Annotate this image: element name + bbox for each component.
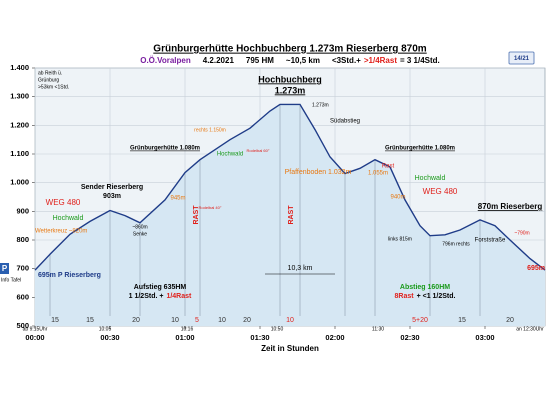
clock-label: ab 9:15Uhr — [23, 326, 48, 332]
subtitle-part: ~10,5 km — [286, 56, 320, 65]
clock-label: 11:30 — [372, 326, 384, 332]
y-tick-label: 1.300 — [10, 92, 29, 101]
clock-label: 10:05 — [99, 326, 112, 332]
y-tick-label: 800 — [16, 235, 29, 244]
subtitle-part: 795 HM — [246, 56, 274, 65]
clock-label: 10:16 — [181, 326, 194, 332]
annotation-part: 1/4Rast — [166, 293, 192, 300]
annotation: Hochwald — [53, 215, 84, 222]
annotation: Abstieg 160HM — [400, 284, 450, 291]
annotation: links 815m — [388, 236, 412, 242]
x-tick-label: 03:00 — [475, 333, 494, 342]
annotation: 695m P Rieserberg — [38, 272, 101, 279]
subtitle-part: <3Std.+ — [332, 56, 361, 65]
y-tick-label: 1.400 — [10, 63, 29, 72]
y-tick-label: 1.200 — [10, 120, 29, 129]
segment-label: 5+20 — [412, 317, 428, 324]
annotation: Rodelbal 60° — [247, 148, 270, 153]
parking-sign — [0, 263, 9, 274]
annotation: WEG 480 — [423, 187, 458, 196]
annotation: 945m — [170, 196, 185, 202]
annotation: RAST — [193, 205, 200, 225]
x-axis-title: Zeit in Stunden — [261, 344, 319, 353]
segment-label: 10 — [286, 317, 294, 324]
segment-label: 20 — [506, 317, 514, 324]
annotation: RAST — [288, 205, 295, 225]
y-tick-label: 1.000 — [10, 178, 29, 187]
annotation: 1.055m — [368, 171, 388, 177]
x-tick-label: 00:30 — [100, 333, 119, 342]
x-tick-label: 00:00 — [25, 333, 44, 342]
segment-label: 15 — [458, 317, 466, 324]
subtitle-part: = 3 1/4Std. — [400, 56, 440, 65]
annotation: 1.273m — [275, 85, 306, 95]
chart-title: Grünburgerhütte Hochbuchberg 1.273m Ries… — [153, 44, 427, 55]
annotation-part: 8Rast — [395, 293, 415, 300]
annotation: Hochwald — [217, 152, 243, 158]
page-number: 14/21 — [514, 56, 530, 62]
annotation: Senke — [133, 231, 147, 237]
clock-label: an 12:30Uhr — [516, 326, 544, 332]
x-tick-label: 02:30 — [400, 333, 419, 342]
segment-label: 15 — [86, 317, 94, 324]
y-tick-label: 600 — [16, 292, 29, 301]
y-tick-label: 700 — [16, 264, 29, 273]
annotation: Rodelbal 40° — [199, 205, 222, 210]
annotation-part: + <1 1/2Std. — [417, 293, 456, 300]
subtitle-part: >1/4Rast — [364, 56, 397, 65]
x-tick-label: 01:30 — [250, 333, 269, 342]
subtitle-part: O.Ö.Voralpen — [140, 56, 191, 65]
clock-label: 10:50 — [271, 326, 284, 332]
annotation: 903m — [103, 193, 121, 200]
segment-label: 10 — [218, 317, 226, 324]
page-number-box — [508, 51, 535, 65]
annotation: 940m — [390, 195, 405, 201]
annotation: Hochbuchberg — [258, 74, 322, 84]
annotation: P — [2, 264, 8, 273]
annotation: Grünburg — [38, 77, 59, 83]
annotation: 796m rechts — [442, 241, 470, 247]
annotation-part: 1 1/2Std. + — [129, 293, 164, 300]
annotation: 695m — [527, 265, 545, 272]
y-tick-label: 1.100 — [10, 149, 29, 158]
annotation: ~790m — [514, 230, 529, 236]
annotation: Rast — [382, 164, 395, 170]
segment-label: 20 — [243, 317, 251, 324]
profile-line — [34, 103, 546, 271]
segment-label: 20 — [132, 317, 140, 324]
annotation: Pfaffenboden 1.032m — [285, 169, 352, 176]
annotation: >53km <1Std. — [38, 84, 69, 90]
annotation: 870m Rieserberg — [478, 202, 543, 211]
profile-area — [35, 104, 545, 327]
annotation: 8Rast + <1 1/2Std. — [395, 293, 456, 300]
annotation: Aufstieg 635HM — [134, 284, 187, 291]
annotation: Südabstieg — [330, 119, 360, 125]
annotation: 10,3 km — [288, 265, 313, 272]
annotation: Grünburgerhütte 1.080m — [385, 146, 455, 152]
annotation: Info Tafel — [1, 277, 21, 283]
annotation: ~860m — [132, 224, 147, 230]
chart-subtitle: O.Ö.Voralpen 4.2.2021 795 HM ~10,5 km <3Std.… — [140, 56, 440, 65]
segment-label: 15 — [51, 317, 59, 324]
subtitle-part: 4.2.2021 — [203, 56, 235, 65]
annotation: Wetterkreuz ~820m — [35, 229, 87, 235]
annotation: WEG 480 — [46, 198, 81, 207]
annotation: Forststraße — [475, 238, 506, 244]
annotation: 1 1/2Std. +1/4Rast — [129, 293, 192, 300]
y-tick-label: 900 — [16, 206, 29, 215]
annotation: ab Reith ü. — [38, 70, 62, 76]
segment-label: 5 — [195, 317, 199, 324]
segment-label: 10 — [171, 317, 179, 324]
annotation: 1.273m — [312, 102, 329, 108]
x-tick-label: 02:00 — [325, 333, 344, 342]
annotation: Grünburgerhütte 1.080m — [130, 146, 200, 152]
annotation: Sender Rieserberg — [81, 184, 143, 191]
annotation: Hochwald — [415, 175, 446, 182]
annotation: rechts 1.150m — [194, 127, 226, 133]
x-tick-label: 01:00 — [175, 333, 194, 342]
y-tick-label: 500 — [16, 321, 29, 330]
